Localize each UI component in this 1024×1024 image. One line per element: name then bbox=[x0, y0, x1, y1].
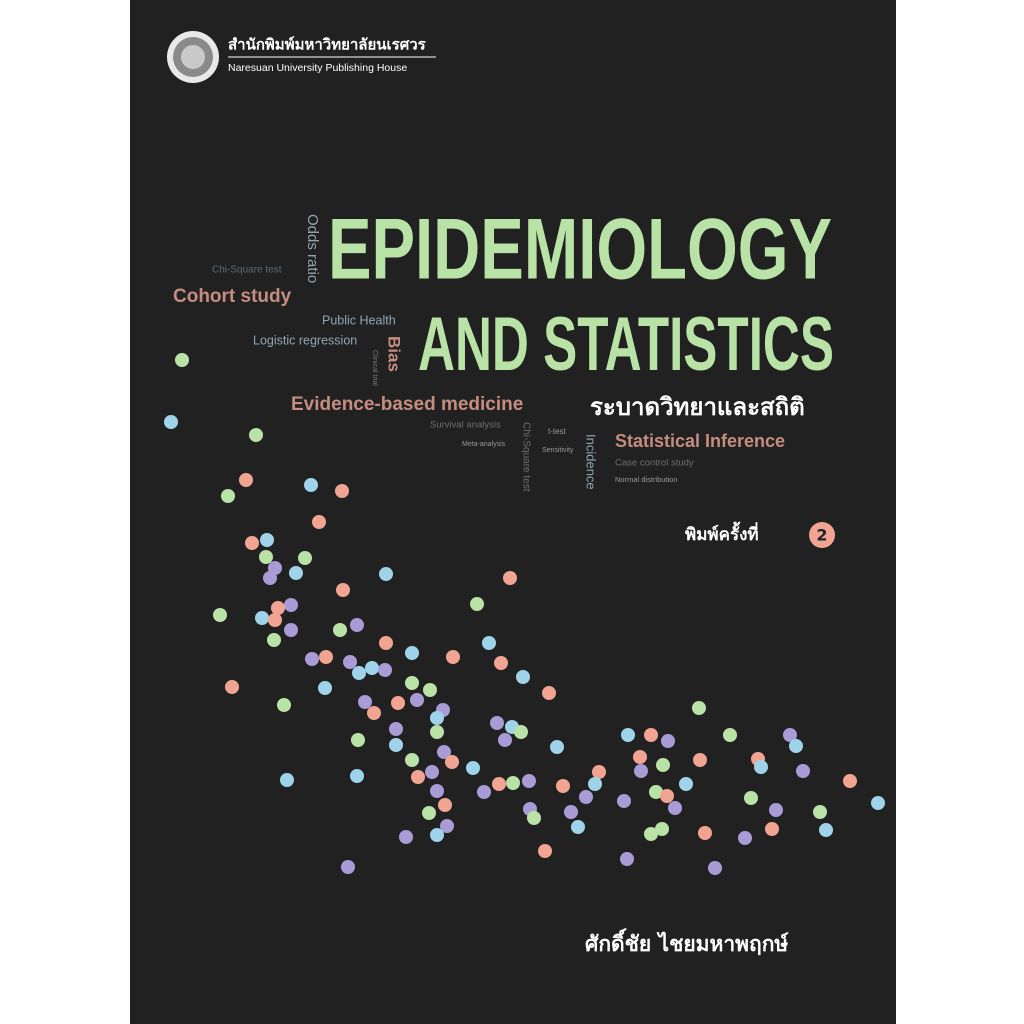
keyword: t-test bbox=[548, 427, 567, 436]
keyword: Sensitivity bbox=[542, 447, 574, 454]
cover bbox=[130, 0, 896, 1024]
keyword: Cohort study bbox=[173, 286, 292, 307]
keyword: Public Health bbox=[322, 313, 396, 327]
keyword: Statistical Inference bbox=[615, 431, 785, 451]
edition-number: 2 bbox=[816, 526, 827, 545]
keyword: Logistic regression bbox=[253, 333, 357, 347]
edition-label: พิมพ์ครั้งที่ bbox=[685, 521, 759, 545]
keyword: Evidence-based medicine bbox=[291, 394, 523, 415]
keyword: Chi-Square test bbox=[520, 422, 531, 492]
keyword: Clinical trial bbox=[371, 350, 378, 386]
keyword: Bias bbox=[385, 336, 404, 372]
title-thai: ระบาดวิทยาและสถิติ bbox=[590, 393, 805, 421]
keyword: Normal distribution bbox=[615, 475, 678, 484]
keyword: Odds ratio bbox=[304, 214, 321, 283]
author: ศักดิ์ชัย ไชยมหาพฤกษ์ bbox=[585, 928, 789, 956]
logo bbox=[167, 31, 219, 83]
keyword: Survival analysis bbox=[430, 420, 501, 431]
word-cloud: Odds ratio Chi-Square test Cohort study … bbox=[173, 214, 785, 492]
publisher-english: Naresuan University Publishing House bbox=[228, 62, 407, 74]
keyword: Incidence bbox=[584, 434, 599, 490]
keyword: Chi-Square test bbox=[212, 265, 282, 276]
title-line1: EPIDEMIOLOGY bbox=[328, 202, 832, 298]
edition-badge bbox=[809, 522, 835, 548]
keyword: Case control study bbox=[615, 458, 694, 469]
dots bbox=[164, 353, 885, 875]
title-line2: AND STATISTICS bbox=[418, 302, 834, 387]
keyword: Meta-analysis bbox=[462, 441, 506, 448]
publisher-thai: สำนักพิมพ์มหาวิทยาลัยนเรศวร bbox=[228, 36, 427, 54]
